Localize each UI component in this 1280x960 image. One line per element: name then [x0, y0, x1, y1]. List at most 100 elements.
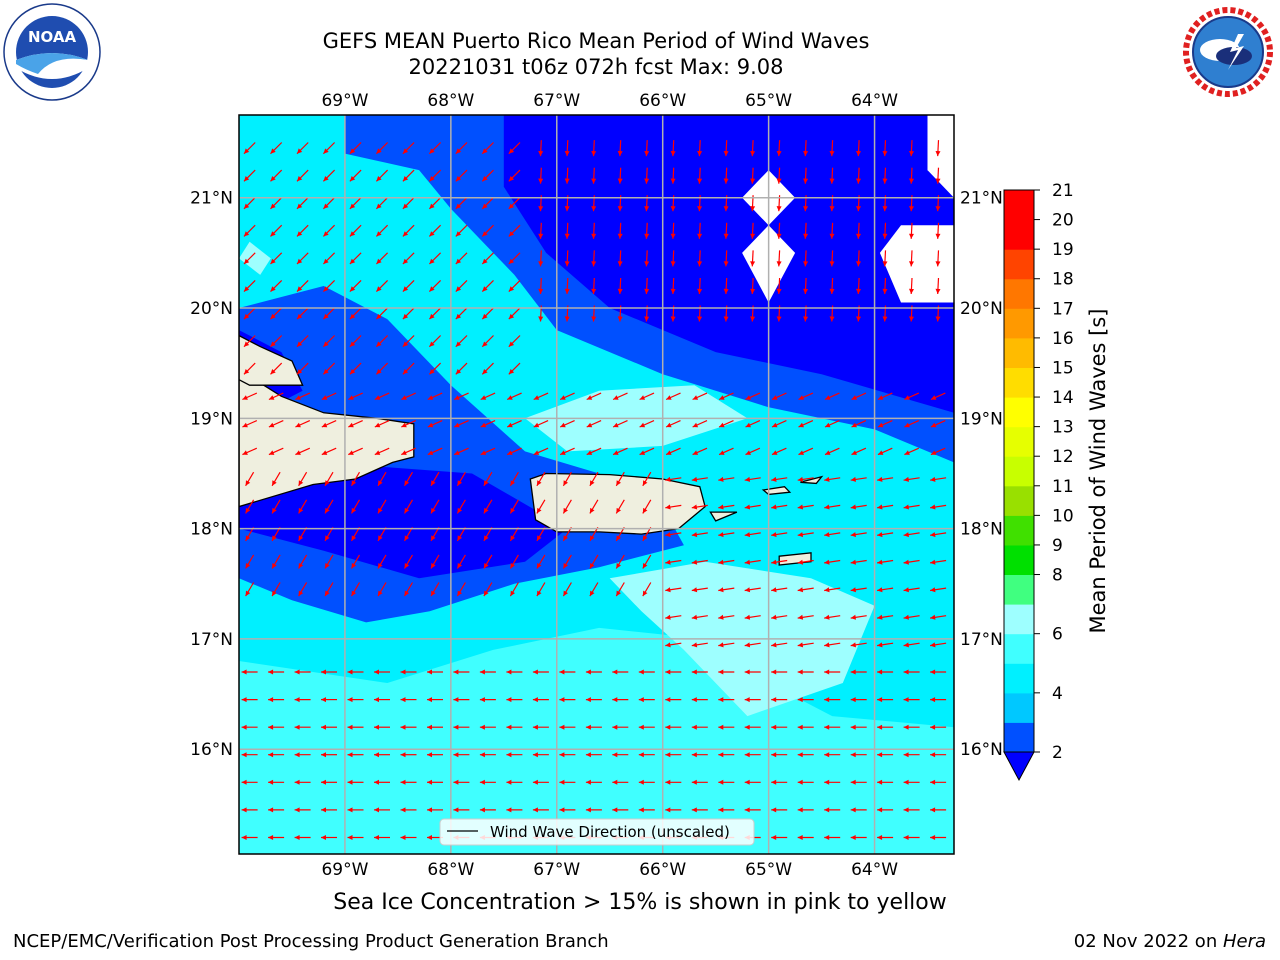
wind-arrow	[456, 471, 466, 487]
wind-arrow	[857, 250, 860, 267]
wind-arrow-head	[507, 450, 513, 455]
wind-arrow-head	[453, 835, 459, 840]
wind-arrow-head	[718, 476, 724, 482]
wind-arrow	[691, 642, 708, 647]
wind-arrow	[375, 197, 389, 210]
wind-arrow-head	[617, 233, 623, 239]
wind-arrow	[592, 305, 595, 322]
wind-arrow	[937, 305, 940, 322]
wind-arrow-head	[351, 507, 357, 514]
chart-subtitle: 20221031 t06z 072h fcst Max: 9.08	[408, 55, 784, 79]
wind-arrow-head	[241, 807, 247, 813]
wind-arrow-head	[533, 422, 540, 428]
wind-arrow	[930, 559, 947, 564]
wind-arrow	[639, 392, 655, 401]
wind-arrow-head	[612, 807, 618, 813]
wind-arrow-head	[591, 178, 597, 184]
wind-arrow-head	[294, 835, 300, 840]
wind-arrow	[243, 169, 256, 182]
wind-arrow-head	[563, 535, 568, 541]
no-data-region	[742, 225, 796, 303]
wind-arrow	[824, 559, 841, 564]
wind-arrow	[612, 420, 628, 428]
wind-arrow-head	[771, 807, 777, 813]
wind-arrow-head	[483, 563, 489, 569]
wind-arrow	[349, 142, 362, 155]
wind-arrow	[778, 167, 781, 184]
wind-arrow-head	[718, 504, 724, 510]
wind-arrow	[884, 305, 887, 322]
wind-arrow-head	[723, 288, 729, 294]
colorbar-segment	[1004, 633, 1034, 664]
wind-arrow-head	[797, 532, 804, 538]
wind-arrow-head	[272, 590, 277, 597]
contour-region-lt4	[239, 462, 568, 579]
wind-arrow-head	[378, 590, 383, 597]
wind-arrow-head	[294, 724, 300, 730]
wind-arrow-head	[429, 203, 435, 209]
wind-arrow-head	[455, 231, 462, 237]
wind-arrow	[831, 305, 834, 322]
wind-arrow	[778, 250, 781, 267]
wind-arrow-head	[374, 669, 379, 675]
wind-arrow-head	[797, 807, 803, 813]
wind-arrow	[672, 167, 675, 184]
wind-arrow	[539, 277, 542, 295]
colorbar-tick-label: 2	[1052, 743, 1063, 763]
wind-arrow	[831, 140, 834, 157]
wind-arrow-head	[454, 395, 460, 400]
wind-arrow	[642, 499, 652, 514]
wind-arrow-head	[294, 752, 300, 758]
wind-arrow	[851, 447, 867, 456]
wind-arrow-head	[244, 369, 250, 375]
wind-arrow	[645, 305, 648, 322]
wind-arrow-head	[245, 480, 251, 486]
wind-arrow	[401, 420, 416, 428]
colorbar-tick-label: 9	[1052, 536, 1063, 556]
wind-arrow	[562, 554, 572, 569]
wind-arrow	[619, 222, 622, 239]
x-tick-label: 68°W	[427, 91, 474, 111]
wind-arrow-head	[427, 697, 432, 703]
wind-arrow-head	[697, 261, 703, 267]
wind-arrow	[509, 554, 519, 569]
wind-arrow-layer	[241, 140, 947, 840]
wind-arrow	[771, 615, 788, 619]
wind-arrow-head	[506, 669, 512, 675]
wind-arrow-head	[427, 779, 432, 785]
wind-arrow-head	[935, 178, 941, 184]
wind-arrow-head	[270, 176, 276, 182]
wind-arrow-head	[585, 669, 591, 675]
wind-arrow	[672, 250, 675, 267]
colorbar-tick-label: 4	[1052, 684, 1063, 704]
wind-arrow-head	[697, 288, 703, 294]
wind-arrow-head	[402, 258, 409, 264]
x-tick-label: 65°W	[745, 91, 792, 111]
wind-arrow-head	[644, 151, 650, 157]
wind-arrow-head	[851, 395, 857, 400]
wind-arrow-head	[585, 752, 591, 758]
wind-arrow-head	[402, 369, 409, 375]
wind-arrow-head	[877, 807, 883, 813]
wind-arrow	[778, 222, 781, 239]
wind-arrow	[824, 392, 840, 401]
contour-region-2-4	[239, 286, 684, 623]
wind-arrow	[619, 195, 622, 212]
wind-arrow	[691, 477, 708, 481]
wind-arrow-head	[744, 476, 751, 482]
colorbar-segment	[1004, 544, 1034, 575]
wind-arrow-head	[479, 779, 485, 785]
colorbar-segment	[1004, 219, 1034, 250]
wind-arrow-head	[797, 779, 803, 785]
wind-arrow-head	[479, 669, 485, 675]
wind-arrow	[403, 582, 414, 597]
wind-arrow-head	[457, 535, 463, 541]
wind-arrow	[349, 279, 362, 293]
wind-arrow-head	[850, 779, 856, 785]
wind-arrow-head	[270, 148, 276, 154]
wind-arrow-head	[244, 231, 250, 237]
wind-arrow-head	[427, 422, 434, 428]
wind-arrow	[430, 554, 440, 569]
wind-arrow-head	[402, 148, 409, 154]
wind-arrow-head	[374, 807, 379, 813]
